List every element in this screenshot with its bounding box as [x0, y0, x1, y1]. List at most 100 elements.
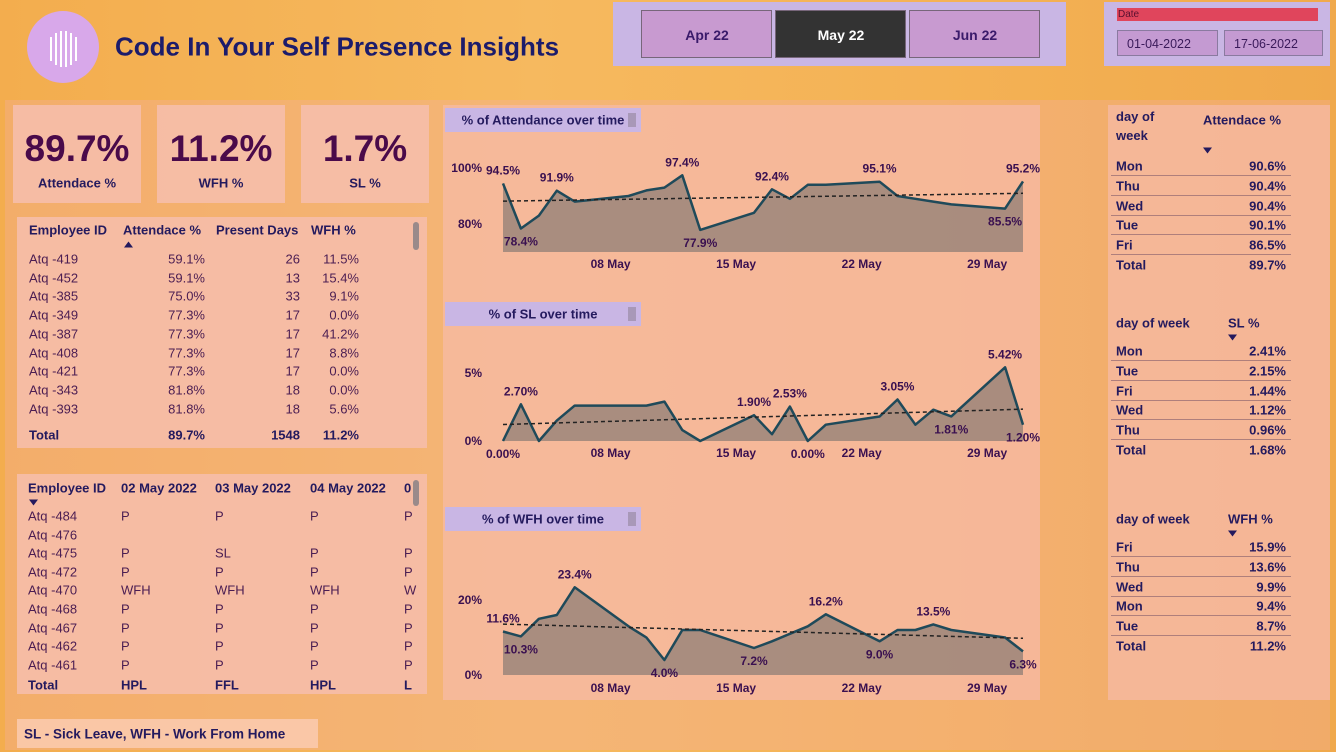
y-tick-label: 0%	[465, 434, 483, 448]
table-cell: P	[404, 545, 413, 561]
sort-indicator	[1203, 142, 1212, 157]
table-cell: Fri	[1116, 237, 1133, 253]
table-cell: P	[215, 601, 224, 617]
y-tick-label: 0%	[465, 668, 483, 682]
column-header: day of week	[1116, 315, 1190, 331]
data-label: 85.5%	[988, 215, 1022, 229]
table-cell: 17	[285, 307, 300, 323]
table-cell: P	[404, 564, 413, 580]
start-date: 01-04-2022	[1127, 37, 1191, 51]
data-label: 13.5%	[916, 604, 950, 618]
table-cell: Atq -452	[29, 270, 79, 286]
table-cell: 13	[285, 270, 300, 286]
trend-line	[502, 192, 1024, 202]
kpi-card: 1.7% SL %	[301, 105, 429, 203]
table-cell: 2.41%	[1249, 343, 1286, 359]
table-cell: 33	[285, 288, 300, 304]
chart-title-chip: % of Attendance over time	[445, 108, 641, 132]
line-area	[503, 175, 1023, 252]
table-cell: 9.9%	[1256, 579, 1286, 595]
date-label: Date	[1118, 9, 1140, 20]
table-cell: P	[215, 620, 224, 636]
table-cell: P	[215, 657, 224, 673]
table-cell: P	[310, 601, 319, 617]
table-cell: SL	[215, 545, 231, 561]
table-cell: 77.3%	[168, 307, 205, 323]
data-label: 95.1%	[863, 162, 897, 176]
table-cell: Atq -387	[29, 326, 79, 342]
table-cell: Wed	[1116, 402, 1144, 418]
kpi-card: 11.2% WFH %	[157, 105, 285, 203]
row-divider	[1111, 635, 1291, 637]
y-tick-label: 100%	[451, 161, 482, 175]
column-header: Employee ID	[28, 480, 107, 496]
table-cell: W	[404, 582, 417, 598]
total-cell: L	[404, 677, 412, 693]
y-tick-label: 5%	[465, 366, 483, 380]
table-cell: 8.7%	[1256, 618, 1286, 634]
table-cell: Atq -468	[28, 601, 78, 617]
data-label: 6.3%	[1009, 657, 1037, 671]
table-cell: 15.9%	[1249, 539, 1286, 555]
total-cell: 1.68%	[1249, 442, 1286, 458]
table-cell: 18	[285, 401, 300, 417]
table-cell: Tue	[1116, 217, 1139, 233]
month-button[interactable]: Jun 22	[909, 10, 1040, 58]
month-button[interactable]: Apr 22	[641, 10, 772, 58]
row-divider	[1111, 399, 1291, 401]
total-cell: Total	[28, 677, 59, 693]
table-cell: 77.3%	[168, 363, 205, 379]
trend-line	[502, 408, 1024, 426]
table-cell: WFH	[121, 582, 151, 598]
table-cell: 59.1%	[168, 251, 205, 267]
table-cell: Atq -470	[28, 582, 78, 598]
table-cell: P	[310, 638, 319, 654]
chart-title: % of SL over time	[488, 306, 598, 322]
table-cell: 90.4%	[1249, 178, 1286, 194]
table-cell: P	[310, 657, 319, 673]
sort-indicator	[29, 494, 38, 509]
employee-table-panel	[17, 217, 427, 448]
column-header: WFH %	[311, 222, 356, 238]
dashboard-title: Code In Your Self Presence Insights	[115, 31, 560, 62]
total-cell: 1548	[271, 427, 300, 443]
logo	[27, 11, 99, 83]
table-cell: 90.6%	[1249, 158, 1286, 174]
table-cell: 8.8%	[329, 345, 359, 360]
table-cell: Atq -484	[28, 508, 78, 524]
row-divider	[1111, 556, 1291, 557]
table-cell: Wed	[1116, 579, 1144, 595]
scrollbar[interactable]	[413, 222, 419, 250]
data-label: 1.90%	[737, 395, 771, 409]
row-divider	[1111, 175, 1291, 176]
table-cell: Wed	[1116, 198, 1144, 214]
end-date-box[interactable]: 17-06-2022	[1224, 30, 1323, 56]
start-date-box[interactable]: 01-04-2022	[1117, 30, 1218, 56]
data-label: 97.4%	[665, 155, 699, 169]
table-cell: 77.3%	[168, 326, 205, 342]
kpi-value: 89.7%	[24, 128, 130, 169]
table-cell: P	[215, 508, 224, 524]
row-divider	[1111, 575, 1291, 577]
sort-indicator	[1228, 525, 1237, 540]
column-header: Employee ID	[29, 222, 108, 238]
y-tick-label: 20%	[458, 593, 482, 607]
column-header: day of week	[1116, 511, 1190, 527]
table-cell: Thu	[1116, 422, 1140, 438]
table-cell: P	[121, 545, 130, 561]
table-cell: 17	[285, 363, 300, 379]
data-label: 10.3%	[504, 642, 538, 656]
logo-icon	[50, 31, 77, 67]
table-cell: P	[310, 545, 319, 561]
chart-title: % of WFH over time	[481, 511, 605, 527]
column-header: day of week	[1116, 109, 1155, 143]
sort-indicator	[1228, 329, 1237, 344]
month-button[interactable]: May 22	[775, 10, 906, 58]
table-cell: Atq -419	[29, 251, 79, 267]
scrollbar[interactable]	[413, 480, 419, 506]
y-tick-label: 80%	[458, 217, 482, 231]
column-header: Attendace %	[1203, 112, 1282, 128]
x-tick-label: 29 May	[967, 446, 1007, 460]
footer-note: SL - Sick Leave, WFH - Work From Home	[24, 726, 286, 742]
